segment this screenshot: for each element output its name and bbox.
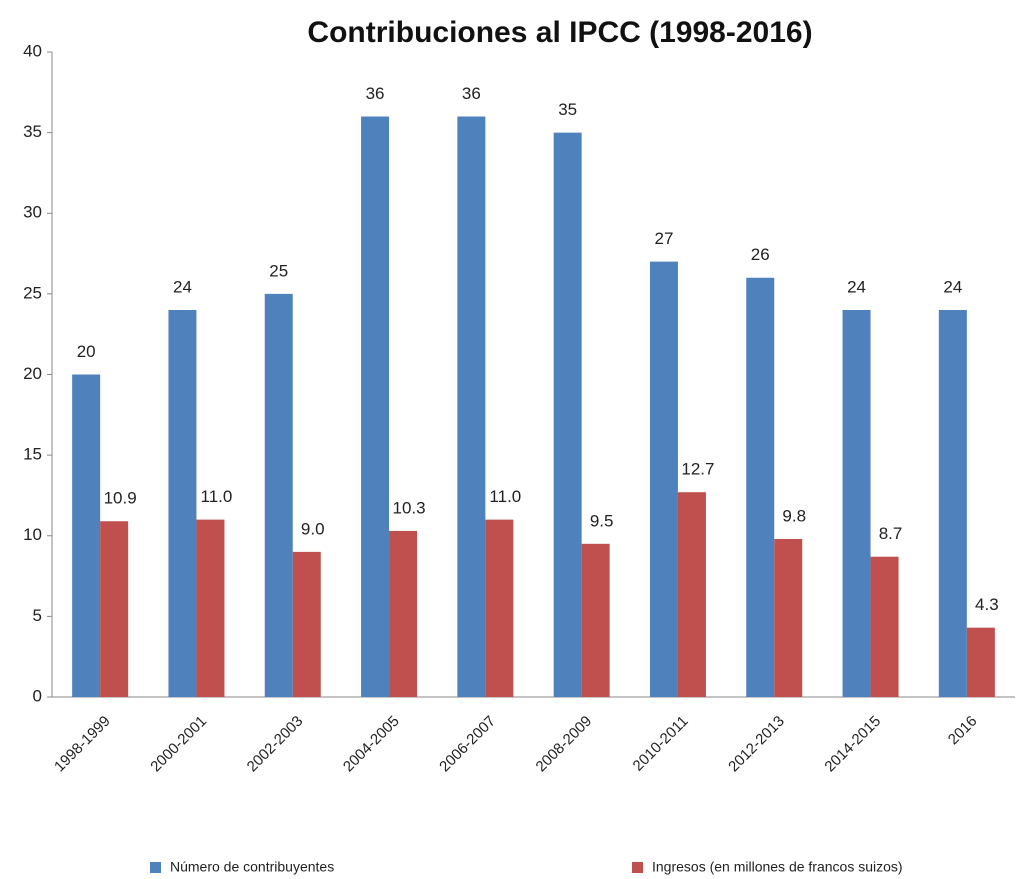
bar	[196, 519, 225, 697]
y-tick-label: 15	[23, 445, 42, 464]
x-tick-label: 2006-2007	[436, 713, 499, 776]
legend-swatch	[150, 862, 161, 873]
data-label: 12.7	[681, 460, 714, 479]
y-tick-label: 5	[33, 606, 42, 625]
y-tick-label: 0	[33, 686, 42, 705]
bar	[677, 492, 706, 697]
data-label: 9.8	[782, 506, 806, 525]
data-label: 10.9	[104, 489, 137, 508]
bar	[938, 310, 967, 697]
bar	[746, 277, 775, 697]
x-tick-label: 2004-2005	[340, 713, 403, 776]
data-label: 26	[751, 245, 770, 264]
data-label: 10.3	[393, 498, 426, 517]
bar	[581, 543, 610, 697]
bar	[842, 310, 871, 697]
x-tick-label: 1998-1999	[51, 713, 114, 776]
data-label: 36	[366, 84, 385, 103]
x-tick-label: 2010-2011	[630, 713, 692, 775]
data-label: 11.0	[201, 487, 233, 506]
data-label: 24	[847, 277, 866, 296]
x-tick-label: 2012-2013	[725, 713, 788, 776]
bar	[72, 374, 101, 697]
legend-label: Ingresos (en millones de francos suizos)	[652, 859, 903, 875]
chart-title: Contribuciones al IPCC (1998-2016)	[307, 16, 812, 49]
data-label: 11.0	[489, 487, 521, 506]
data-label: 27	[654, 229, 673, 248]
bar	[870, 556, 899, 697]
y-tick-label: 25	[23, 283, 42, 302]
bar	[100, 521, 129, 697]
bar	[264, 293, 293, 697]
data-label: 25	[269, 261, 288, 280]
bar	[457, 116, 486, 697]
data-label: 24	[943, 277, 962, 296]
x-tick-label: 2002-2003	[244, 713, 307, 776]
bar	[485, 519, 514, 697]
y-tick-label: 40	[23, 41, 42, 60]
y-tick-label: 10	[23, 525, 42, 544]
x-tick-label: 2008-2009	[533, 713, 596, 776]
data-label: 35	[558, 100, 577, 119]
legend-label: Número de contribuyentes	[170, 859, 334, 875]
x-tick-label: 2014-2015	[821, 713, 884, 776]
data-label: 24	[173, 277, 192, 296]
data-label: 9.0	[301, 519, 325, 538]
y-tick-label: 20	[23, 364, 42, 383]
bar	[168, 310, 197, 697]
y-tick-label: 30	[23, 203, 42, 222]
data-label: 36	[462, 84, 481, 103]
data-label: 9.5	[590, 511, 614, 530]
bar	[292, 551, 321, 697]
y-tick-label: 35	[23, 122, 42, 141]
data-label: 8.7	[879, 524, 903, 543]
x-tick-label: 2000-2001	[147, 713, 210, 776]
data-label: 20	[77, 342, 96, 361]
bar	[649, 261, 678, 697]
legend-swatch	[632, 862, 643, 873]
bar	[361, 116, 390, 697]
bar	[966, 627, 995, 697]
bar	[389, 530, 418, 697]
bar	[553, 132, 582, 697]
data-label: 4.3	[975, 595, 999, 614]
x-tick-label: 2016	[945, 713, 981, 749]
bar	[774, 538, 803, 697]
